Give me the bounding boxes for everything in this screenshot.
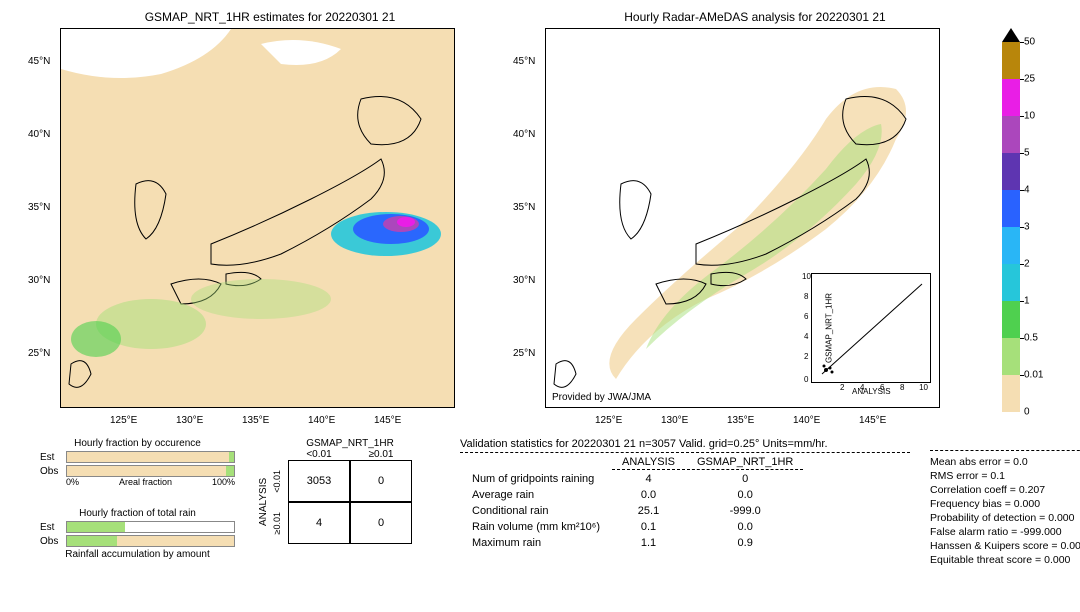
right-map-title: Hourly Radar-AMeDAS analysis for 2022030… bbox=[545, 10, 965, 24]
xtick: 130°E bbox=[176, 415, 203, 426]
stat-row: Frequency bias = 0.000 bbox=[930, 497, 1080, 511]
colorbar-tick: 10 bbox=[1024, 111, 1035, 122]
left-map bbox=[60, 28, 455, 408]
stat-row: Hanssen & Kuipers score = 0.000 bbox=[930, 539, 1080, 553]
xtick: 135°E bbox=[727, 415, 754, 426]
table-row: Average rain0.00.0 bbox=[462, 488, 803, 502]
scatter-inset: GSMAP_NRT_1HR ANALYSIS 10 0 10 8 6 4 2 2… bbox=[811, 273, 931, 383]
colorbar-tick: 5 bbox=[1024, 148, 1030, 159]
ytick: 45°N bbox=[513, 56, 535, 67]
stat-row: False alarm ratio = -999.000 bbox=[930, 525, 1080, 539]
row-label: Obs bbox=[40, 466, 62, 477]
stat-row: Correlation coeff = 0.207 bbox=[930, 483, 1080, 497]
xtick: 125°E bbox=[595, 415, 622, 426]
ytick: 40°N bbox=[28, 129, 50, 140]
matrix-cell: 0 bbox=[350, 502, 412, 544]
table-row: Conditional rain25.1-999.0 bbox=[462, 504, 803, 518]
colorbar-tick: 25 bbox=[1024, 74, 1035, 85]
right-map: GSMAP_NRT_1HR ANALYSIS 10 0 10 8 6 4 2 2… bbox=[545, 28, 940, 408]
xtick: 135°E bbox=[242, 415, 269, 426]
row-label: Obs bbox=[40, 536, 62, 547]
colorbar-tick: 2 bbox=[1024, 259, 1030, 270]
ytick: 40°N bbox=[513, 129, 535, 140]
validation-title: Validation statistics for 20220301 21 n=… bbox=[460, 438, 910, 453]
xtick: 145°E bbox=[374, 415, 401, 426]
table-row: Rain volume (mm km²10⁶)0.10.0 bbox=[462, 520, 803, 534]
stat-row: Mean abs error = 0.0 bbox=[930, 455, 1080, 469]
matrix-cell: 0 bbox=[350, 460, 412, 502]
ytick: 25°N bbox=[513, 348, 535, 359]
occurrence-bar-est bbox=[66, 451, 235, 463]
totalrain-bar-est bbox=[66, 521, 235, 533]
colorbar-tick: 1 bbox=[1024, 296, 1030, 307]
ytick: 35°N bbox=[28, 202, 50, 213]
xlabel: Areal fraction bbox=[119, 477, 172, 487]
ytick: 45°N bbox=[28, 56, 50, 67]
totalrain-bar-obs bbox=[66, 535, 235, 547]
stat-row: Equitable threat score = 0.000 bbox=[930, 553, 1080, 567]
colorbar-tick: 4 bbox=[1024, 185, 1030, 196]
map-attribution: Provided by JWA/JMA bbox=[552, 392, 651, 403]
stat-row: Probability of detection = 0.000 bbox=[930, 511, 1080, 525]
validation-table: ANALYSIS GSMAP_NRT_1HR Num of gridpoints… bbox=[460, 453, 805, 552]
totalrain-title: Hourly fraction of total rain bbox=[40, 508, 235, 519]
ytick: 35°N bbox=[513, 202, 535, 213]
xlabel: 100% bbox=[212, 477, 235, 487]
scatter-xlabel: ANALYSIS bbox=[852, 387, 891, 396]
occurrence-title: Hourly fraction by occurence bbox=[40, 438, 235, 449]
colorbar-tick: 50 bbox=[1024, 37, 1035, 48]
table-row: Maximum rain1.10.9 bbox=[462, 536, 803, 550]
xtick: 130°E bbox=[661, 415, 688, 426]
colorbar: 502510543210.50.010 bbox=[1002, 28, 1020, 412]
colorbar-tick: 0.01 bbox=[1024, 370, 1043, 381]
matrix-cell: 4 bbox=[288, 502, 350, 544]
xtick: 125°E bbox=[110, 415, 137, 426]
contingency-matrix: GSMAP_NRT_1HR <0.01 ≥0.01 ANALYSIS <0.01… bbox=[258, 438, 412, 544]
matrix-cell: 3053 bbox=[288, 460, 350, 502]
ytick: 25°N bbox=[28, 348, 50, 359]
ytick: 30°N bbox=[513, 275, 535, 286]
ytick: 30°N bbox=[28, 275, 50, 286]
xlabel: 0% bbox=[66, 477, 79, 487]
stat-row: RMS error = 0.1 bbox=[930, 469, 1080, 483]
colorbar-tick: 0.5 bbox=[1024, 333, 1038, 344]
scatter-ylabel: GSMAP_NRT_1HR bbox=[825, 293, 834, 363]
left-map-title: GSMAP_NRT_1HR estimates for 20220301 21 bbox=[60, 10, 480, 24]
xtick: 145°E bbox=[859, 415, 886, 426]
row-label: Est bbox=[40, 522, 62, 533]
row-label: Est bbox=[40, 452, 62, 463]
totalrain-footer: Rainfall accumulation by amount bbox=[40, 549, 235, 560]
occurrence-bar-obs bbox=[66, 465, 235, 477]
xtick: 140°E bbox=[308, 415, 335, 426]
colorbar-tick: 3 bbox=[1024, 222, 1030, 233]
xtick: 140°E bbox=[793, 415, 820, 426]
table-row: Num of gridpoints raining40 bbox=[462, 472, 803, 486]
